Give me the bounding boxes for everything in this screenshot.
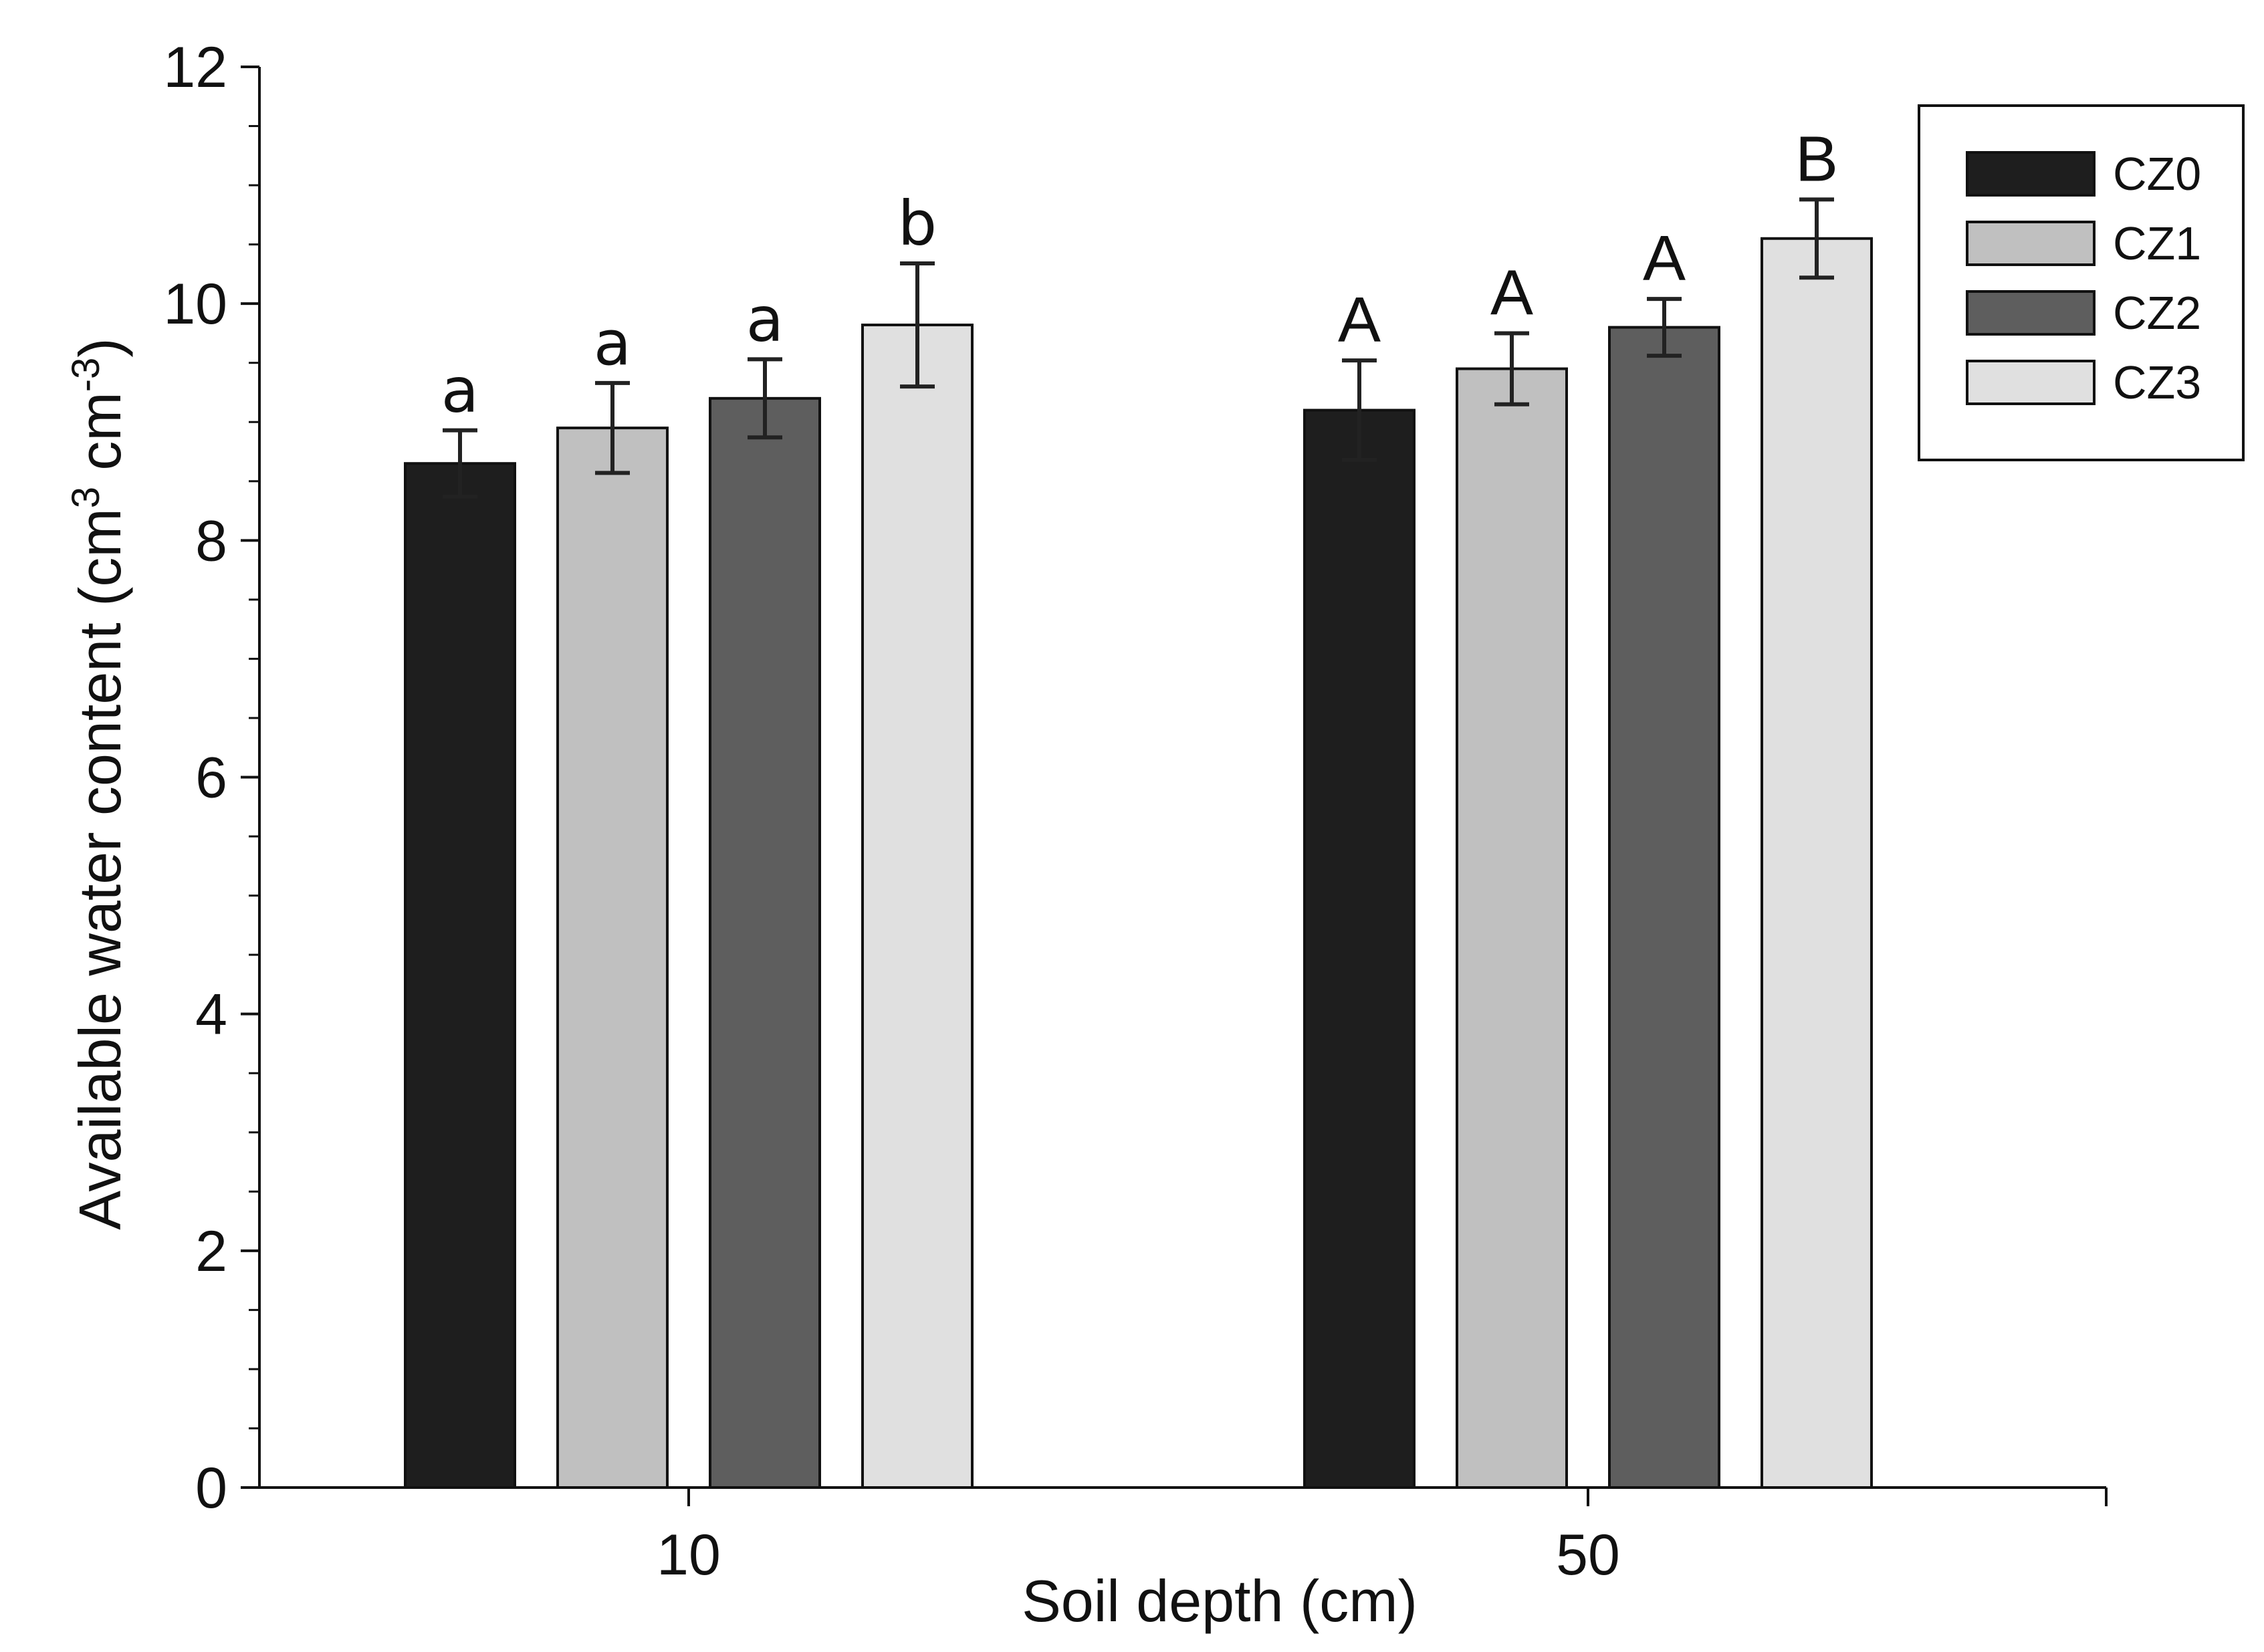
bar-cz3-depth-50 — [1761, 237, 1873, 1489]
bars-layer — [404, 197, 1873, 1490]
y-tick-label: 0 — [195, 1456, 227, 1520]
y-axis-title-sup2: -3 — [64, 358, 108, 392]
bar-cz2-depth-50 — [1608, 326, 1720, 1489]
bar-cz0-depth-50 — [1303, 408, 1416, 1490]
significance-label: a — [746, 283, 784, 355]
legend-label-cz1: CZ1 — [2113, 217, 2201, 269]
legend-swatch-cz3 — [1966, 360, 2096, 405]
legend-label-cz3: CZ3 — [2113, 356, 2201, 408]
legend: CZ0 CZ1 CZ2 CZ3 — [1918, 104, 2245, 461]
bar-cz3-depth-10 — [861, 324, 974, 1490]
significance-label: A — [1338, 284, 1381, 356]
y-tick-label: 6 — [195, 746, 227, 810]
labels-layer: 0 2 4 6 8 10 12 10 50 a Aa Aa Ab B — [163, 35, 1838, 1587]
ticks-layer — [241, 66, 2108, 1506]
y-axis-title: Available water content (cm3 cm-3) — [64, 338, 134, 1229]
legend-label-cz2: CZ2 — [2113, 287, 2201, 339]
legend-label-cz0: CZ0 — [2113, 148, 2201, 200]
y-axis-title-end: ) — [67, 338, 133, 357]
significance-label: b — [898, 188, 937, 259]
x-axis-title: Soil depth (cm) — [1022, 1568, 1418, 1634]
y-tick-label: 12 — [163, 35, 227, 100]
x-tick-label: 50 — [1556, 1523, 1620, 1587]
y-tick-label: 8 — [195, 509, 227, 573]
bar-cz1-depth-10 — [556, 427, 669, 1490]
legend-swatch-cz1 — [1966, 221, 2096, 266]
legend-swatch-cz2 — [1966, 290, 2096, 336]
significance-label: B — [1795, 123, 1838, 195]
significance-label: A — [1643, 223, 1686, 294]
bar-cz1-depth-50 — [1456, 367, 1568, 1489]
significance-label: A — [1490, 257, 1533, 328]
significance-label: a — [441, 355, 479, 427]
y-axis-title-sup1: 3 — [64, 487, 108, 508]
y-axis-title-mid: cm — [67, 392, 133, 487]
bar-cz0-depth-10 — [404, 462, 516, 1490]
y-tick-label: 10 — [163, 272, 227, 336]
significance-label: a — [594, 308, 631, 379]
y-axis-title-main: Available water content (cm — [67, 508, 133, 1229]
x-tick-label: 10 — [657, 1523, 721, 1587]
y-tick-label: 4 — [195, 983, 227, 1047]
y-tick-label: 2 — [195, 1219, 227, 1284]
bar-cz2-depth-10 — [709, 396, 821, 1489]
legend-swatch-cz0 — [1966, 151, 2096, 197]
